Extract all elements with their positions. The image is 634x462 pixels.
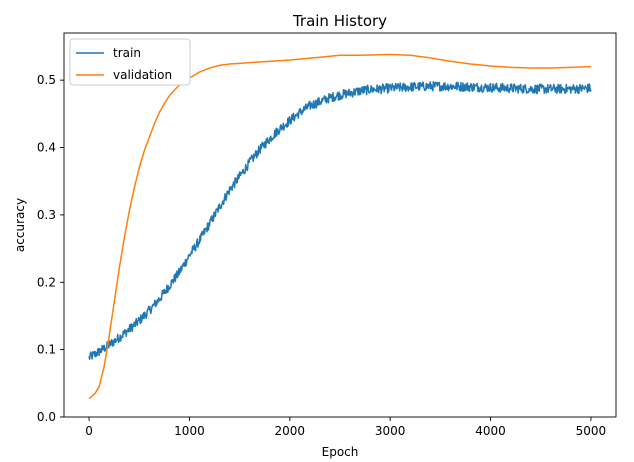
y-tick-label: 0.2 [37, 275, 56, 289]
x-tick-label: 4000 [475, 424, 506, 438]
y-axis-title: accuracy [13, 198, 27, 252]
series-line-validation [88, 53, 591, 400]
y-tick-label: 0.3 [37, 208, 56, 222]
x-axis-title: Epoch [322, 445, 359, 459]
y-tick-label: 0.5 [37, 73, 56, 87]
chart-title: Train History [292, 12, 387, 30]
y-tick-label: 0.1 [37, 343, 56, 357]
x-tick-label: 3000 [375, 424, 406, 438]
legend: train validation [69, 38, 191, 86]
y-tick-label: 0.0 [37, 410, 56, 424]
series-line-train [88, 81, 592, 360]
legend-box [69, 38, 191, 86]
x-tick-label: 2000 [275, 424, 306, 438]
legend-label: train [113, 46, 141, 60]
x-tick-label: 0 [85, 424, 93, 438]
legend-label: validation [113, 68, 172, 82]
series-layer [88, 53, 592, 400]
x-tick-label: 5000 [576, 424, 607, 438]
y-tick-label: 0.4 [37, 141, 56, 155]
ticks-layer: 0 1000 2000 3000 4000 5000 0.0 0.1 0.2 0.3 0.4 0.5 [37, 73, 606, 438]
x-tick-label: 1000 [174, 424, 205, 438]
